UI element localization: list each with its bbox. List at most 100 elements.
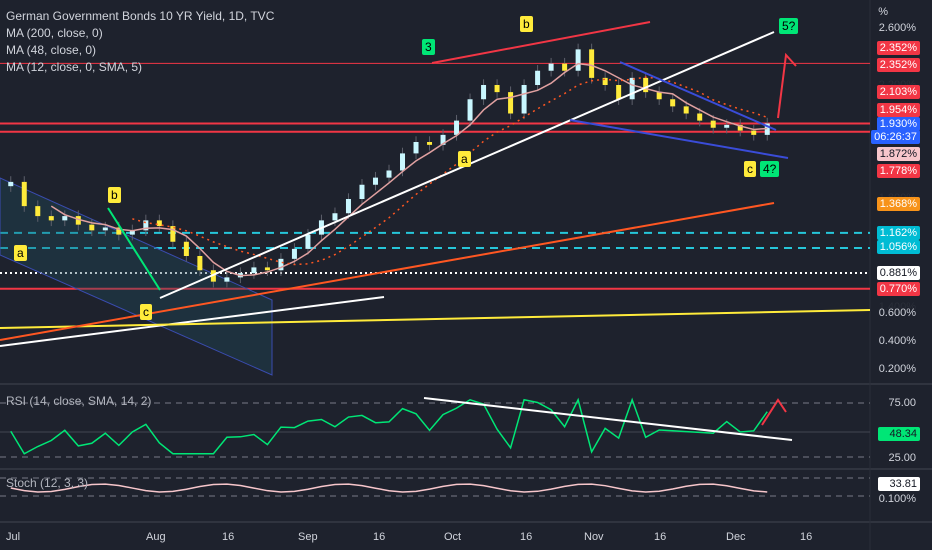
legend-ma200[interactable]: MA (200, close, 0) [6, 26, 103, 40]
candle-body [62, 216, 68, 221]
ma48-line [132, 76, 768, 266]
stoch-tick: 0.100% [878, 493, 916, 505]
down-channel [0, 177, 273, 376]
price-badge: 1.162% [876, 226, 920, 240]
candle-body [102, 227, 108, 231]
chart-legend: German Government Bonds 10 YR Yield, 1D,… [6, 8, 274, 76]
legend-ma12[interactable]: MA (12, close, 0, SMA, 5) [6, 60, 143, 74]
candle-body [535, 70, 541, 85]
candle-body [602, 77, 608, 85]
last-price-badge: 1.930% [876, 117, 920, 131]
candle-body [656, 92, 662, 100]
axis-unit: % [878, 6, 888, 18]
price-badge: 2.352% [876, 58, 920, 72]
candle-body [21, 181, 27, 207]
candlestick-series [8, 43, 770, 288]
x-label: 16 [520, 531, 533, 543]
trend-line [0, 296, 385, 347]
candle-body [413, 142, 419, 154]
rsi-label[interactable]: RSI (14, close, SMA, 14, 2) [6, 394, 152, 408]
candle-body [508, 92, 514, 114]
trend-line [569, 119, 789, 159]
candle-body [129, 230, 135, 235]
ma200-line [0, 202, 775, 341]
axis-tick: 1.400% [878, 301, 916, 313]
candle-body [183, 241, 189, 256]
candle-body [8, 181, 14, 187]
candle-body [143, 220, 149, 231]
candle-body [710, 120, 716, 128]
rsi-value-badge: 48.34 [878, 427, 920, 441]
candle-body [332, 213, 338, 221]
trend-line [431, 21, 651, 64]
x-label: Jul [6, 531, 21, 543]
candle-body [116, 227, 122, 235]
candle-body [400, 153, 406, 171]
candle-body [224, 277, 230, 282]
price-badge: 1.368% [876, 197, 920, 211]
candle-body [751, 130, 757, 135]
wave-label: c [140, 304, 152, 320]
candle-body [643, 77, 649, 93]
candle-body [697, 113, 703, 121]
rsi-line [10, 397, 768, 455]
candle-body [548, 63, 554, 71]
chart-title: German Government Bonds 10 YR Yield, 1D,… [6, 9, 275, 23]
wave-label: b [520, 16, 533, 32]
candle-body [291, 248, 297, 259]
candle-body [562, 63, 568, 71]
candle-body [481, 85, 487, 100]
candle-body [589, 49, 595, 78]
wave-line [107, 207, 161, 291]
candle-body [454, 120, 460, 135]
x-label: 16 [654, 531, 667, 543]
candle-body [440, 134, 446, 145]
wave-label: a [14, 245, 27, 261]
x-label: Sep [298, 531, 318, 543]
x-label: Nov [584, 531, 604, 543]
candle-body [683, 106, 689, 114]
x-label: 16 [373, 531, 386, 543]
wave-label: a [458, 151, 471, 167]
candle-body [386, 170, 392, 178]
ma12-line [50, 62, 768, 277]
projection-arrow [761, 398, 787, 426]
candle-body [156, 220, 162, 227]
price-badge: 1.056% [876, 240, 920, 254]
candle-body [521, 85, 527, 114]
candle-body [35, 206, 41, 217]
wave-label: b [108, 187, 121, 203]
candle-body [359, 184, 365, 199]
trend-line [0, 309, 871, 329]
x-label: Dec [726, 531, 746, 543]
candle-body [75, 216, 81, 225]
x-label: Aug [146, 531, 166, 543]
candle-body [494, 85, 500, 93]
x-label: 16 [800, 531, 813, 543]
projection-arrow [777, 52, 797, 119]
candle-body [170, 226, 176, 242]
candle-body [264, 267, 270, 271]
candle-body [278, 258, 284, 271]
x-label: 16 [222, 531, 235, 543]
x-label: Oct [444, 531, 462, 543]
axis-tick: 2.600% [878, 22, 916, 34]
candle-body [629, 77, 635, 100]
price-badge: 2.103% [876, 85, 920, 99]
trend-line [619, 61, 777, 131]
wave-label: 3 [422, 39, 435, 55]
candle-body [305, 234, 311, 249]
stoch-line [10, 483, 768, 493]
countdown-badge: 06:26:37 [871, 130, 920, 144]
legend-ma48[interactable]: MA (48, close, 0) [6, 43, 97, 57]
price-badge: 0.770% [876, 282, 920, 296]
stoch-label[interactable]: Stoch (12, 3, 3) [6, 476, 89, 490]
axis-tick: 0.600% [878, 307, 916, 319]
price-badge: 0.881% [876, 266, 920, 280]
candle-body [616, 85, 622, 100]
candle-body [89, 224, 95, 231]
candle-body [197, 256, 203, 271]
candle-body [467, 99, 473, 121]
candle-body [372, 177, 378, 185]
